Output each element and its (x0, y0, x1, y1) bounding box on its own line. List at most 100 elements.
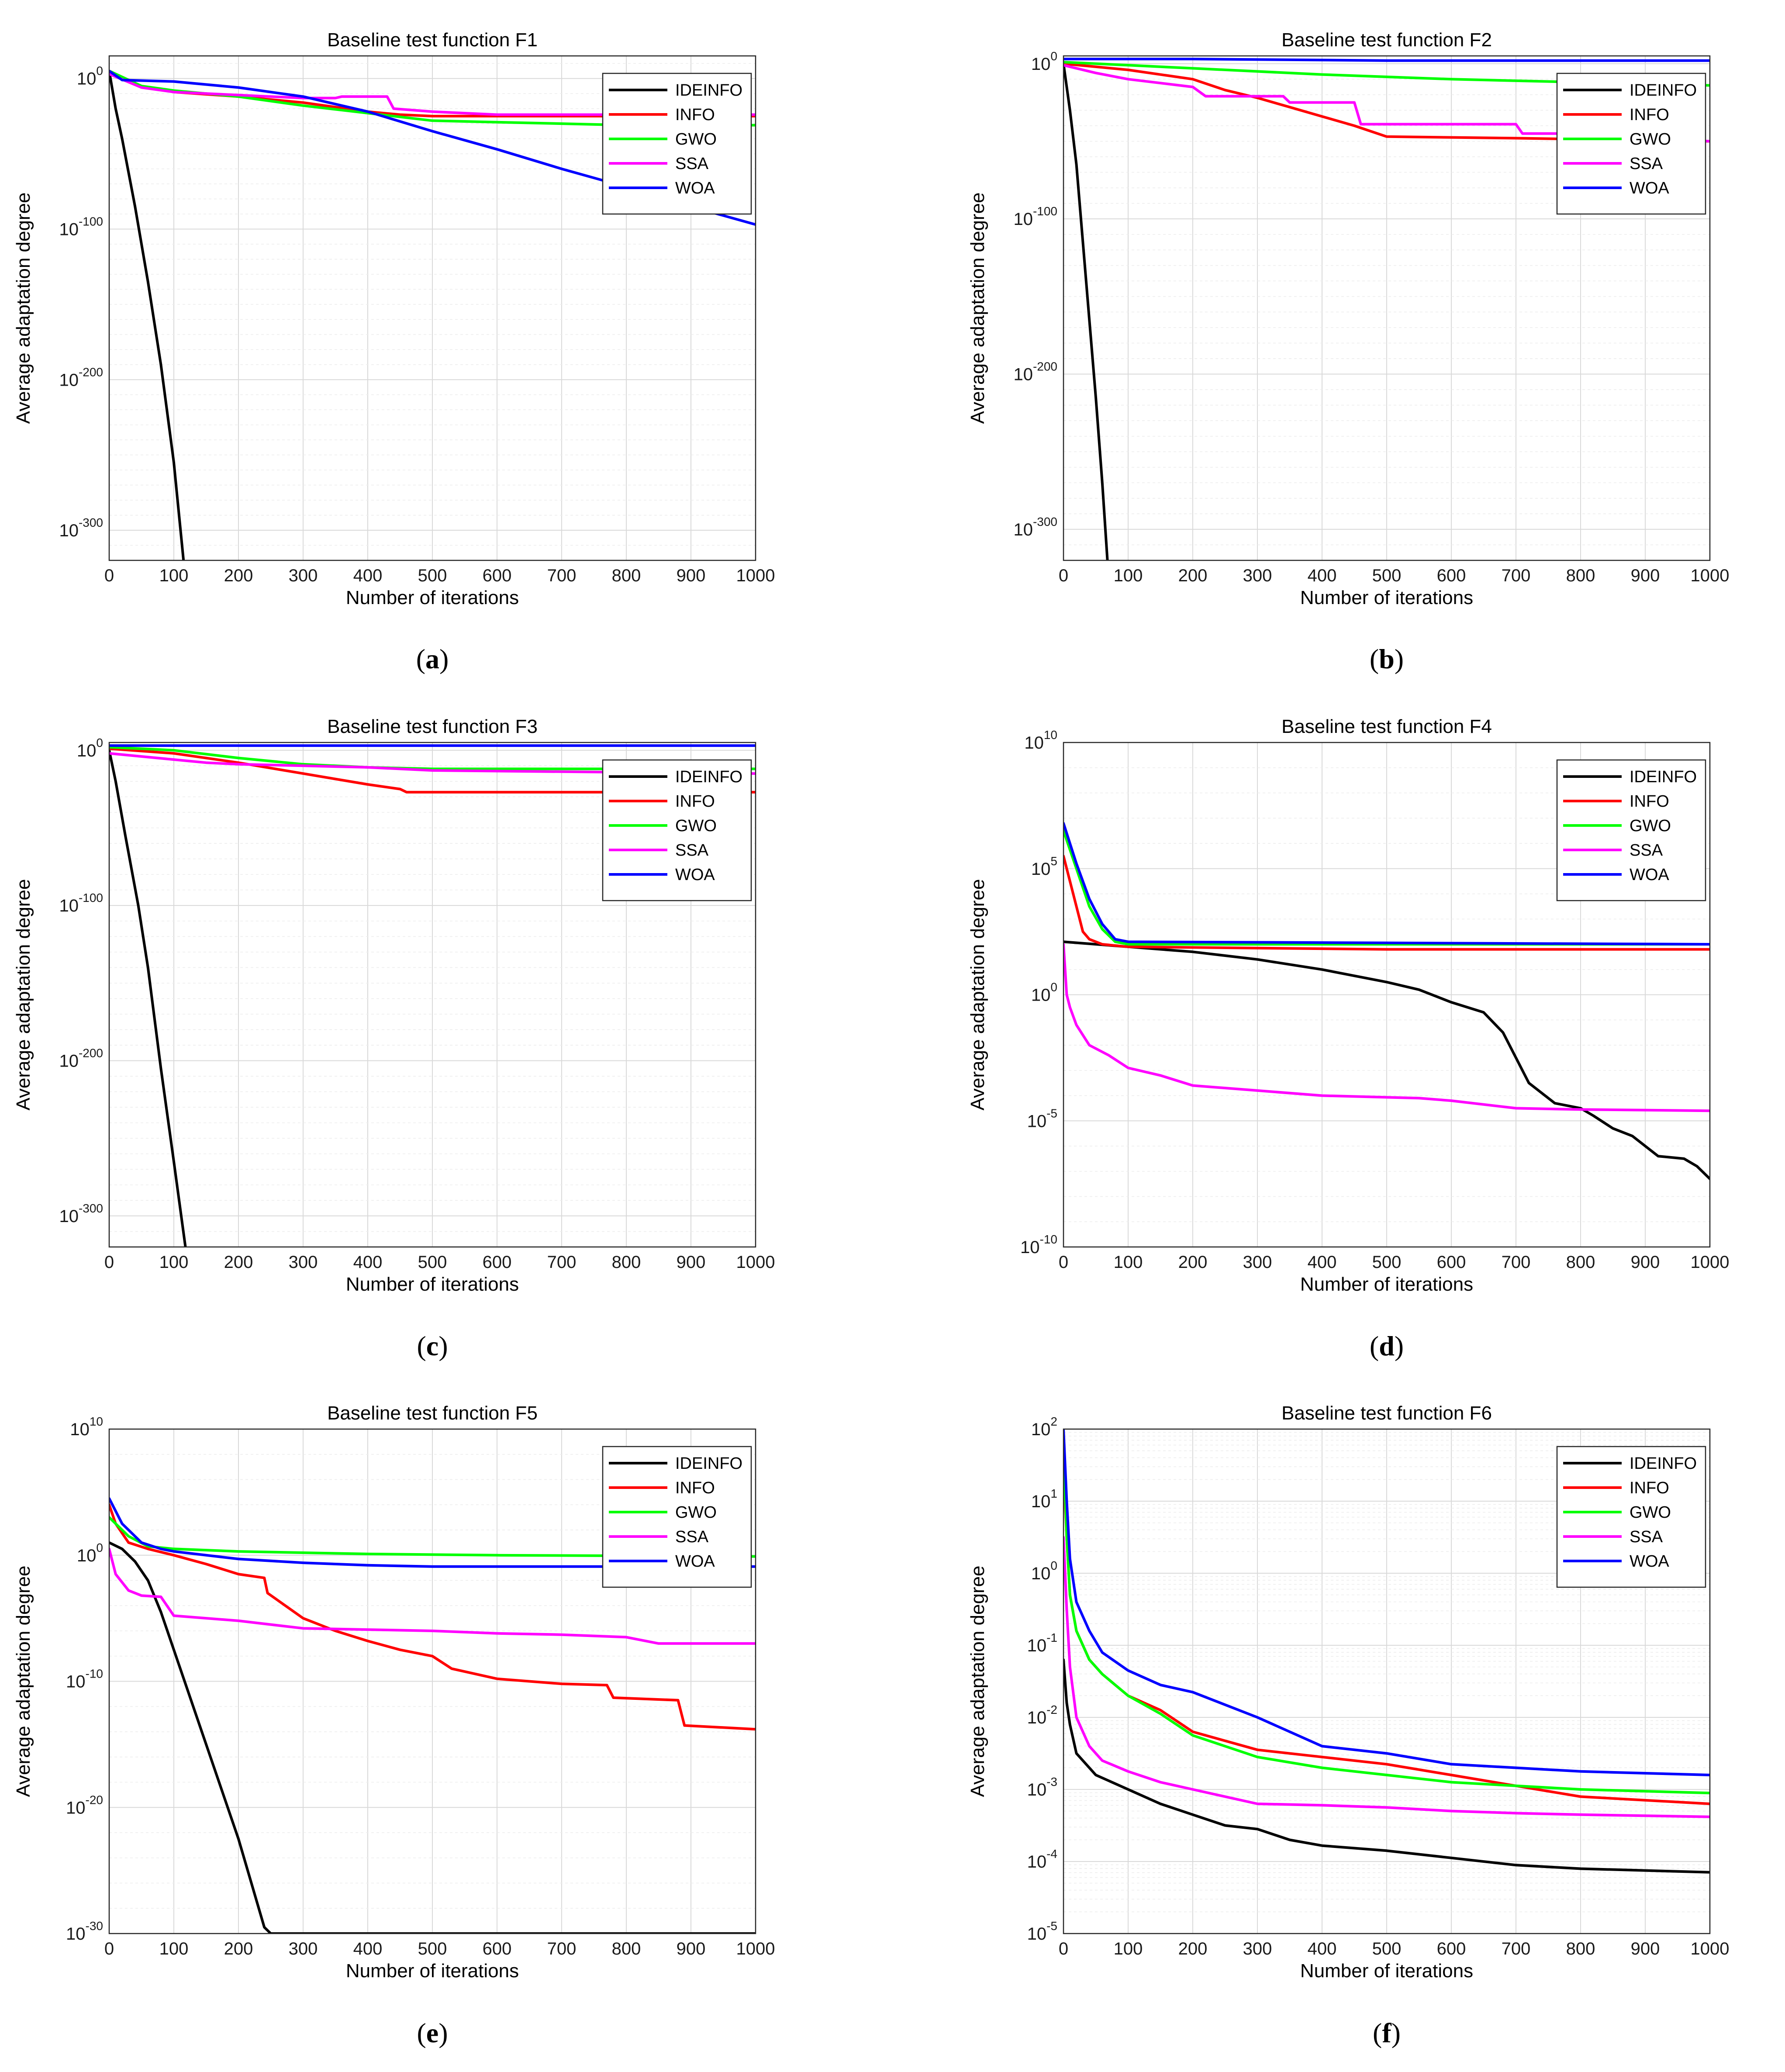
series-line-info (1063, 62, 1710, 143)
y-tick-base: 10 (66, 1924, 86, 1944)
legend-box (602, 1446, 752, 1588)
legend: IDEINFO INFO GWO SSA WOA (602, 1446, 752, 1588)
legend-label: WOA (675, 179, 715, 197)
y-tick-label: 100 (77, 736, 103, 760)
x-axis-label: Number of iterations (346, 587, 519, 608)
x-tick-label: 700 (547, 566, 577, 585)
y-tick-label: 1010 (70, 1415, 103, 1439)
x-tick-label: 500 (1372, 1253, 1402, 1272)
y-tick-exponent: 0 (96, 1541, 103, 1554)
series-line-ssa (1063, 64, 1710, 143)
x-tick-label: 0 (104, 1253, 114, 1272)
x-tick-label: 600 (1437, 1253, 1466, 1272)
series-line-ssa (1063, 1536, 1710, 1818)
y-tick-exponent: -3 (1046, 1775, 1057, 1789)
y-tick-exponent: -4 (1046, 1847, 1057, 1861)
legend-box (602, 73, 752, 215)
x-tick-label: 0 (104, 566, 114, 585)
caption-open: ( (1370, 1330, 1379, 1361)
legend-label: IDEINFO (1630, 768, 1697, 786)
caption-close: ) (1395, 643, 1404, 674)
x-tick-label: 800 (612, 1939, 641, 1958)
series-line-gwo (1063, 829, 1710, 946)
series-line-ssa (109, 73, 756, 116)
y-tick-label: 10-100 (1013, 204, 1057, 229)
panel-caption: (e) (417, 2017, 448, 2048)
series-line-info (1063, 854, 1710, 951)
caption-letter: a (425, 643, 439, 674)
y-axis-label: Average adaptation degree (13, 192, 34, 424)
y-tick-label: 10-2 (1027, 1703, 1057, 1727)
x-tick-label: 100 (159, 1253, 189, 1272)
legend-box (602, 759, 752, 901)
y-tick-label: 10-1 (1027, 1631, 1057, 1655)
y-tick-label: 10-5 (1027, 1919, 1057, 1944)
y-tick-exponent: -10 (86, 1667, 103, 1681)
y-tick-label: 100 (1031, 49, 1057, 74)
x-tick-label: 0 (1059, 1939, 1068, 1958)
y-tick-exponent: -30 (86, 1919, 103, 1933)
y-tick-label: 10-5 (1027, 1106, 1057, 1131)
x-tick-label: 0 (104, 1939, 114, 1958)
legend-label: GWO (675, 130, 717, 148)
y-tick-label: 10-200 (1013, 360, 1057, 384)
y-tick-exponent: -5 (1046, 1919, 1057, 1933)
caption-close: ) (438, 1330, 448, 1361)
y-tick-base: 10 (1013, 365, 1033, 384)
chart-panel-3: 0 100 200 300 400 500 600 700 800 900 100010010-10… (13, 716, 775, 1361)
x-axis-label: Number of iterations (346, 1960, 519, 1982)
x-tick-label: 300 (289, 566, 318, 585)
y-tick-base: 10 (59, 1207, 79, 1226)
series-line-gwo (1063, 1442, 1710, 1795)
legend-label: WOA (1630, 179, 1669, 197)
y-tick-label: 10-30 (66, 1919, 103, 1944)
y-tick-label: 102 (1031, 1415, 1057, 1439)
x-tick-label: 300 (289, 1939, 318, 1958)
x-tick-label: 500 (418, 1939, 447, 1958)
axes-frame (1063, 742, 1711, 1248)
y-tick-exponent: -300 (79, 516, 103, 529)
y-tick-label: 10-20 (66, 1793, 103, 1817)
legend-label: WOA (1630, 866, 1669, 884)
y-tick-exponent: 1 (1050, 1487, 1057, 1500)
y-tick-base: 10 (1027, 1708, 1047, 1727)
y-tick-label: 10-200 (59, 1046, 103, 1071)
y-tick-base: 10 (66, 1798, 86, 1817)
legend-label: INFO (1630, 106, 1669, 124)
y-tick-base: 10 (77, 741, 97, 760)
y-tick-base: 10 (59, 521, 79, 540)
legend-box (1556, 73, 1706, 215)
y-tick-label: 10-10 (1020, 1233, 1057, 1257)
axes-frame (108, 55, 756, 561)
series-line-ideinfo (109, 1541, 756, 1934)
x-tick-label: 500 (418, 1253, 447, 1272)
y-tick-exponent: -2 (1046, 1703, 1057, 1716)
axes-frame (1063, 55, 1711, 561)
x-tick-label: 900 (1631, 1939, 1660, 1958)
y-tick-base: 10 (1027, 1636, 1047, 1655)
x-tick-label: 300 (1243, 1939, 1272, 1958)
legend-label: INFO (1630, 1479, 1669, 1497)
legend-box (1556, 759, 1706, 901)
x-tick-label: 200 (224, 1939, 253, 1958)
x-tick-label: 600 (483, 566, 512, 585)
y-tick-base: 10 (1031, 1492, 1051, 1511)
legend-label: GWO (675, 1503, 717, 1522)
y-tick-base: 10 (59, 1052, 79, 1071)
y-tick-label: 10-3 (1027, 1775, 1057, 1799)
x-tick-label: 800 (612, 1253, 641, 1272)
x-tick-label: 400 (353, 566, 383, 585)
chart-title: Baseline test function F5 (327, 1402, 538, 1424)
series-line-gwo (109, 1516, 756, 1558)
y-tick-base: 10 (1031, 1420, 1051, 1439)
x-axis-label: Number of iterations (1300, 1274, 1473, 1295)
y-tick-base: 10 (1031, 55, 1051, 74)
series-line-gwo (109, 69, 756, 127)
x-tick-label: 100 (1114, 1253, 1143, 1272)
y-tick-label: 10-300 (59, 1202, 103, 1226)
caption-letter: e (426, 2017, 438, 2048)
y-tick-exponent: -1 (1046, 1631, 1057, 1644)
x-tick-label: 800 (1566, 1939, 1595, 1958)
panel-caption: (a) (416, 643, 449, 674)
series-line-woa (1063, 822, 1710, 946)
